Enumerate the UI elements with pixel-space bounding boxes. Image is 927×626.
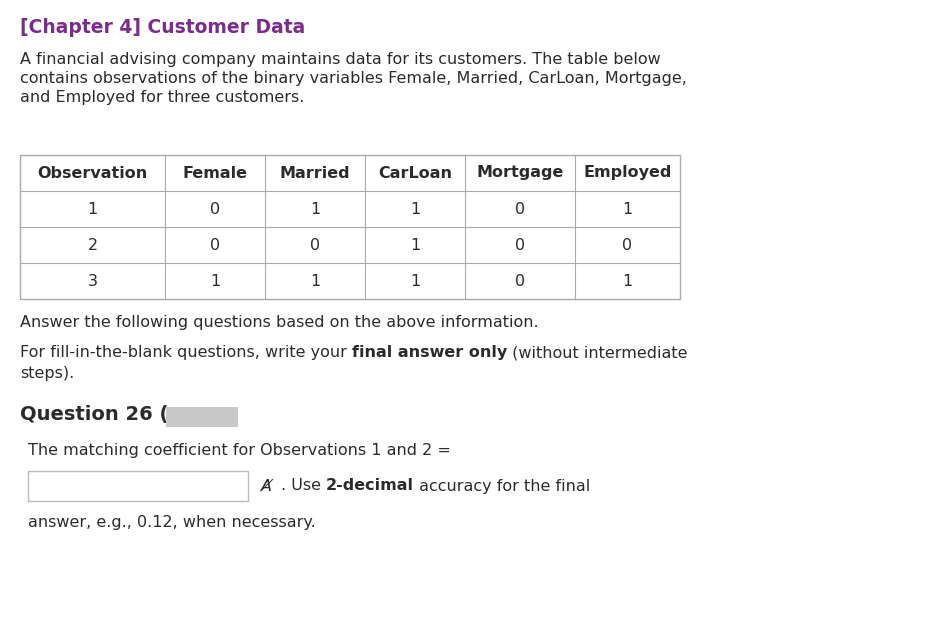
- Text: For fill-in-the-blank questions, write your: For fill-in-the-blank questions, write y…: [20, 345, 351, 360]
- Text: contains observations of the binary variables Female, Married, CarLoan, Mortgage: contains observations of the binary vari…: [20, 71, 686, 86]
- Bar: [28, 471, 248, 501]
- Text: 0: 0: [622, 237, 632, 252]
- Text: Female: Female: [183, 165, 248, 180]
- Text: 2-decimal: 2-decimal: [325, 478, 413, 493]
- Text: and Employed for three customers.: and Employed for three customers.: [20, 90, 304, 105]
- Text: accuracy for the final: accuracy for the final: [413, 478, 590, 493]
- Text: 1: 1: [622, 274, 632, 289]
- Text: answer, e.g., 0.12, when necessary.: answer, e.g., 0.12, when necessary.: [28, 515, 315, 530]
- Text: 0: 0: [514, 274, 525, 289]
- Text: 1: 1: [410, 274, 420, 289]
- Text: 0: 0: [514, 237, 525, 252]
- Text: 0: 0: [210, 202, 220, 217]
- Text: 1: 1: [87, 202, 97, 217]
- Text: 0: 0: [514, 202, 525, 217]
- Text: 3: 3: [87, 274, 97, 289]
- Text: 2: 2: [87, 237, 97, 252]
- Text: 0: 0: [310, 237, 320, 252]
- Text: A financial advising company maintains data for its customers. The table below: A financial advising company maintains d…: [20, 52, 660, 67]
- Text: The matching coefficient for Observations 1 and 2 =: The matching coefficient for Observation…: [28, 443, 451, 458]
- Text: A̸: A̸: [261, 478, 273, 493]
- Text: [Chapter 4] Customer Data: [Chapter 4] Customer Data: [20, 18, 305, 37]
- Text: 1: 1: [410, 202, 420, 217]
- Text: 1: 1: [410, 237, 420, 252]
- Text: 1: 1: [310, 274, 320, 289]
- Text: 1: 1: [210, 274, 220, 289]
- Text: . Use: . Use: [281, 478, 325, 493]
- Bar: [20, 155, 679, 299]
- Text: 1: 1: [310, 202, 320, 217]
- Text: Answer the following questions based on the above information.: Answer the following questions based on …: [20, 315, 538, 330]
- FancyBboxPatch shape: [166, 407, 238, 427]
- Bar: [20, 155, 679, 299]
- Text: 1: 1: [622, 202, 632, 217]
- Text: Married: Married: [279, 165, 349, 180]
- Text: Question 26 (: Question 26 (: [20, 405, 168, 424]
- Text: Mortgage: Mortgage: [476, 165, 563, 180]
- Text: final answer only: final answer only: [351, 345, 507, 360]
- Text: CarLoan: CarLoan: [377, 165, 451, 180]
- Text: Observation: Observation: [37, 165, 147, 180]
- Text: steps).: steps).: [20, 366, 74, 381]
- Text: 0: 0: [210, 237, 220, 252]
- Text: Employed: Employed: [583, 165, 671, 180]
- Text: (without intermediate: (without intermediate: [507, 345, 687, 360]
